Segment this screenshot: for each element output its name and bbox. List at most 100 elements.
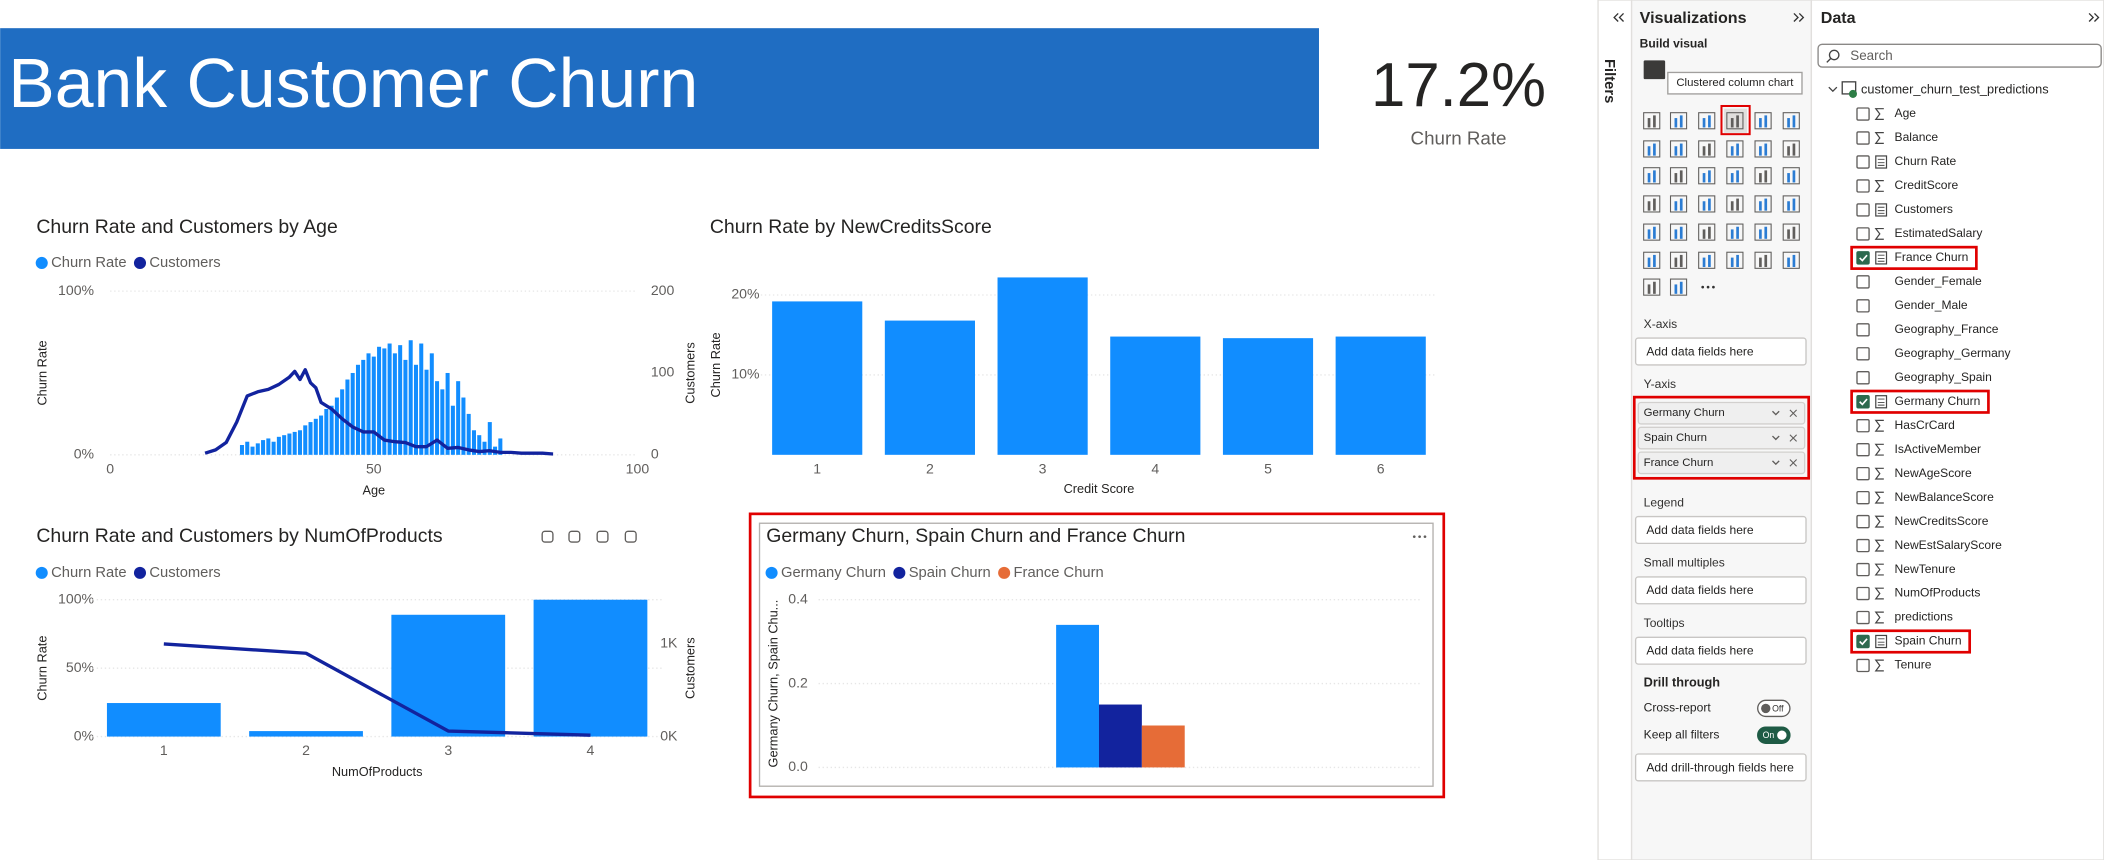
bar[interactable] xyxy=(261,440,266,455)
visual-icon[interactable] xyxy=(1679,198,1683,211)
bar[interactable] xyxy=(313,418,318,455)
option-label[interactable]: Keep all filters xyxy=(1644,727,1720,741)
visual-icon[interactable] xyxy=(1792,170,1796,183)
collapse-icon[interactable] xyxy=(1613,12,1625,22)
well-placeholder[interactable]: Add data fields here xyxy=(1646,583,1754,597)
visual-icon[interactable] xyxy=(1674,284,1678,294)
field-name[interactable]: HasCrCard xyxy=(1895,418,1955,432)
bar[interactable] xyxy=(282,435,287,455)
visual-icon[interactable] xyxy=(1726,251,1744,269)
visual-icon[interactable] xyxy=(1792,254,1796,267)
bar[interactable] xyxy=(245,441,250,455)
field-name[interactable]: Germany Churn xyxy=(1644,407,1725,419)
checkbox[interactable] xyxy=(1856,395,1870,409)
more-visuals-icon[interactable] xyxy=(1701,285,1705,289)
visual-icon[interactable] xyxy=(1754,140,1772,158)
checkbox[interactable] xyxy=(1856,514,1870,529)
bar[interactable] xyxy=(340,389,345,455)
visual-icon[interactable] xyxy=(1653,281,1656,294)
bar[interactable] xyxy=(487,422,492,455)
visual-icon[interactable] xyxy=(1787,118,1790,128)
visual-icon[interactable] xyxy=(1669,223,1688,241)
visual-icon[interactable] xyxy=(1653,170,1656,183)
checkbox[interactable] xyxy=(1856,490,1870,505)
visual-icon[interactable] xyxy=(1736,226,1739,239)
bar[interactable] xyxy=(1098,704,1142,768)
visual-icon[interactable] xyxy=(1674,173,1678,183)
field-name[interactable]: NumOfProducts xyxy=(1895,586,1981,600)
field-name[interactable]: Tenure xyxy=(1895,658,1932,672)
field-name[interactable]: France Churn xyxy=(1895,250,1969,264)
bar[interactable] xyxy=(424,369,429,455)
bar[interactable] xyxy=(884,320,975,455)
field-name[interactable]: Balance xyxy=(1895,130,1939,144)
line[interactable] xyxy=(163,642,591,737)
visual-icon[interactable] xyxy=(1764,198,1768,211)
bar[interactable] xyxy=(391,614,506,737)
visual-icon[interactable] xyxy=(1643,112,1661,130)
field-chevron[interactable] xyxy=(1771,460,1780,466)
toggle-knob[interactable] xyxy=(1777,730,1787,740)
field-name[interactable]: NewBalanceScore xyxy=(1895,490,1995,504)
field-name[interactable]: IsActiveMember xyxy=(1895,442,1981,456)
header-icon[interactable] xyxy=(541,530,554,543)
visual-icon[interactable] xyxy=(1674,229,1678,239)
bar[interactable] xyxy=(308,422,313,455)
visual-icon[interactable] xyxy=(1759,173,1762,183)
bar[interactable] xyxy=(466,413,471,455)
visual-icon[interactable] xyxy=(1787,201,1790,211)
visual-icon[interactable] xyxy=(1698,112,1716,130)
checkbox[interactable] xyxy=(1856,610,1870,625)
visual-icon[interactable] xyxy=(1792,115,1796,128)
checkbox[interactable] xyxy=(1856,466,1870,481)
visual-icon[interactable] xyxy=(1792,198,1796,211)
checkbox[interactable] xyxy=(1856,203,1870,217)
visual-icon[interactable] xyxy=(1702,146,1706,156)
visual-icon[interactable] xyxy=(1679,170,1683,183)
visual-icon[interactable] xyxy=(1653,115,1656,128)
bar[interactable] xyxy=(429,353,434,455)
checkbox[interactable] xyxy=(1856,419,1870,433)
bar[interactable] xyxy=(266,438,271,455)
visual-icon[interactable] xyxy=(1679,281,1683,294)
visual-icon[interactable] xyxy=(1787,229,1790,239)
filters-pane[interactable] xyxy=(1597,0,1633,860)
field-remove[interactable] xyxy=(1789,459,1797,467)
field-name[interactable]: Geography_France xyxy=(1895,322,1999,336)
visual-icon[interactable] xyxy=(1698,167,1716,185)
field-name[interactable]: Gender_Male xyxy=(1895,298,1968,312)
visual-icon[interactable] xyxy=(1754,167,1772,185)
visual-icon[interactable] xyxy=(1702,229,1706,239)
field-name[interactable]: Gender_Female xyxy=(1895,274,1982,288)
bar[interactable] xyxy=(276,436,281,455)
checkbox[interactable] xyxy=(1856,586,1870,601)
option-label[interactable]: Cross-report xyxy=(1644,701,1712,715)
bar[interactable] xyxy=(361,359,366,455)
field-name[interactable]: NewEstSalaryScore xyxy=(1895,538,2003,552)
visual-icon[interactable] xyxy=(1647,201,1651,211)
visual-icon[interactable] xyxy=(1647,257,1651,267)
bar[interactable] xyxy=(450,405,455,455)
bar[interactable] xyxy=(249,731,363,737)
visual-icon[interactable] xyxy=(1730,201,1734,211)
visual-icon[interactable] xyxy=(1679,226,1683,239)
visual-icon[interactable] xyxy=(1764,254,1768,267)
visual-icon[interactable] xyxy=(1730,173,1734,183)
visual-icon[interactable] xyxy=(1736,143,1739,156)
visual-icon[interactable] xyxy=(1669,140,1688,158)
well-placeholder[interactable]: Add data fields here xyxy=(1646,523,1754,537)
visual-icon[interactable] xyxy=(1674,201,1678,211)
checkbox[interactable] xyxy=(1856,227,1870,241)
visual-icon[interactable] xyxy=(1782,251,1800,269)
checkbox[interactable] xyxy=(1856,323,1870,337)
visual-icon[interactable] xyxy=(1782,195,1800,213)
legend-label[interactable]: Customers xyxy=(149,565,220,581)
bar[interactable] xyxy=(377,346,382,455)
visual-icon[interactable] xyxy=(1759,257,1762,267)
visual-icon[interactable] xyxy=(1730,118,1734,128)
visual-icon[interactable] xyxy=(1782,223,1800,241)
visual-icon[interactable] xyxy=(1674,118,1678,128)
field-name[interactable]: Churn Rate xyxy=(1895,154,1957,168)
field-name[interactable]: Age xyxy=(1895,106,1917,120)
visual-icon[interactable] xyxy=(1787,146,1790,156)
